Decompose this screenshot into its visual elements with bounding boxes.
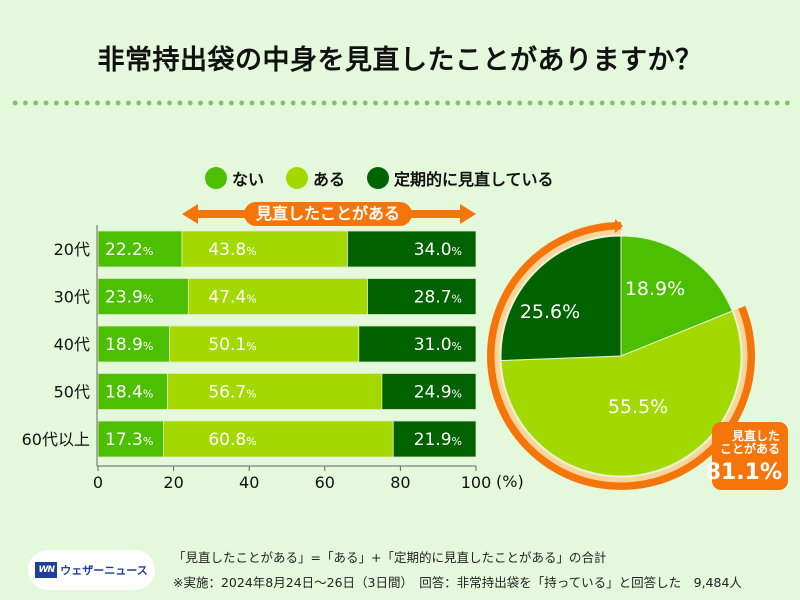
logo-name: ウェザーニュース <box>60 564 148 577</box>
bar-value-label: 28.7% <box>414 288 462 308</box>
bar-segment <box>347 230 477 268</box>
bar-segment <box>358 325 477 363</box>
bar-value-label: 60.8% <box>208 430 256 450</box>
pie-slice <box>500 235 622 362</box>
bar-value-label: 17.3% <box>105 430 153 450</box>
legend-item-nai: ない <box>205 166 264 190</box>
bar-value-label: 22.2% <box>105 240 153 260</box>
bar-segment <box>169 325 360 363</box>
bar-segment <box>381 373 477 410</box>
footnote-survey: ※実施：2024年8月24日〜26日（3日間） 回答：非常持出袋を「持っている」… <box>173 575 742 590</box>
legend-item-aru: ある <box>286 166 345 190</box>
bar-value-label: 56.7% <box>208 383 256 403</box>
x-unit-label: (%) <box>496 472 524 491</box>
pie-slice-label: 55.5% <box>608 396 668 418</box>
x-tick-label: 100 <box>461 473 492 492</box>
pie-slice <box>620 235 733 357</box>
x-tick-label: 0 <box>93 473 103 492</box>
bar-value-label: 31.0% <box>414 335 462 355</box>
legend-item-teiki: 定期的に見直している <box>367 166 554 190</box>
callout-label: 見直した ことがある <box>720 430 780 456</box>
x-tick-label: 80 <box>390 473 410 492</box>
bar-segment <box>181 230 348 268</box>
legend-label: ない <box>232 170 265 189</box>
x-tick-label: 20 <box>163 473 183 492</box>
bar-value-label: 18.9% <box>105 335 153 355</box>
pie-slice-label: 25.6% <box>520 301 580 323</box>
legend-label: 定期的に見直している <box>394 170 554 189</box>
legend-swatch <box>205 167 227 189</box>
bar-value-label: 24.9% <box>414 383 462 403</box>
page-title: 非常持出袋の中身を見直したことがありますか？ <box>97 45 703 76</box>
reviewed-ring-inner <box>494 229 748 483</box>
x-tick-label: 60 <box>315 473 335 492</box>
range-label: 見直したことがある <box>244 202 412 226</box>
bar-segment <box>392 420 477 458</box>
logo-mark: WN <box>35 562 58 578</box>
pie-callout: 見直した ことがある 81.1% <box>706 422 788 490</box>
bar-value-label: 34.0% <box>414 240 462 260</box>
bar-value-label: 18.4% <box>105 383 153 403</box>
range-arrow: 見直したことがある <box>182 202 476 226</box>
ring-arrowhead-icon <box>615 219 623 233</box>
category-label: 60代以上 <box>22 430 90 449</box>
legend-label: ある <box>313 170 346 189</box>
x-tick-label: 40 <box>239 473 259 492</box>
bar-value-label: 23.9% <box>105 288 153 308</box>
bar-segment <box>97 420 164 458</box>
dotted-divider <box>10 100 790 106</box>
callout-value: 81.1% <box>705 460 782 485</box>
bar-value-label: 43.8% <box>208 240 256 260</box>
bar-value-label: 50.1% <box>208 335 256 355</box>
pie-slice-label: 18.9% <box>625 278 685 300</box>
bar-segment <box>187 278 368 315</box>
legend-swatch <box>367 167 390 189</box>
bar-segment <box>97 230 183 268</box>
category-label: 50代 <box>54 383 90 402</box>
legend-swatch <box>286 167 309 189</box>
bar-value-label: 47.4% <box>208 288 256 308</box>
bar-segment <box>97 373 168 410</box>
legend: ない ある 定期的に見直している <box>205 166 576 190</box>
bar-segment <box>97 278 189 315</box>
category-label: 20代 <box>54 240 90 259</box>
callout-label-line2: ことがある <box>719 442 780 456</box>
bar-segment <box>367 278 477 315</box>
bar-value-label: 21.9% <box>414 430 462 450</box>
reviewed-ring-arc <box>487 222 755 490</box>
category-label: 40代 <box>54 335 90 354</box>
bar-segment <box>97 325 170 363</box>
footnote-definition: 「見直したことがある」=「ある」+「定期的に見直したことがある」の合計 <box>173 550 607 565</box>
bar-segment <box>167 373 383 410</box>
category-label: 30代 <box>54 288 90 307</box>
bar-segment <box>162 420 394 458</box>
pie-slice <box>500 310 742 477</box>
weathernews-logo: WN ウェザーニュース <box>28 550 155 590</box>
callout-label-line1: 見直した <box>731 429 780 443</box>
